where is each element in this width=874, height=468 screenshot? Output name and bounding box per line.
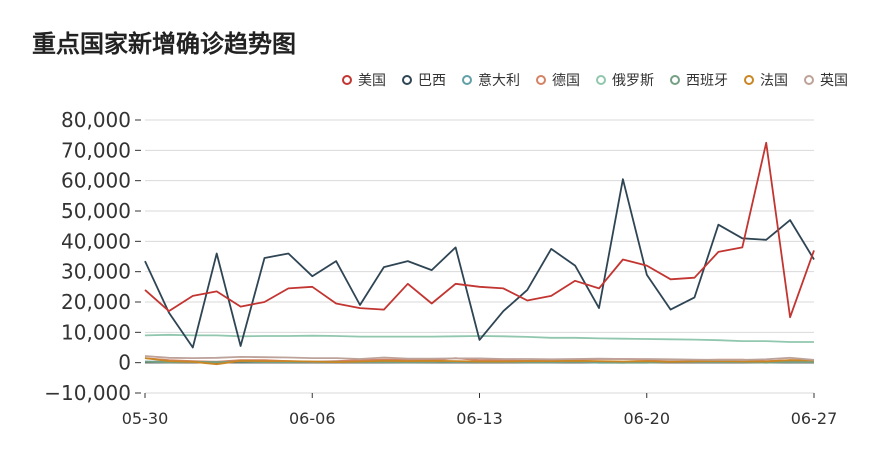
legend-item[interactable]: 德国	[536, 70, 580, 90]
x-tick-label: 06-06	[289, 409, 336, 428]
y-tick-label: 50,000	[61, 199, 131, 223]
legend-marker-icon	[342, 75, 352, 85]
legend-marker-icon	[744, 75, 754, 85]
legend-marker-icon	[596, 75, 606, 85]
series-line-7	[144, 355, 815, 361]
y-tick-label: −10,000	[44, 381, 131, 405]
y-tick-label: 60,000	[61, 169, 131, 193]
chart-title: 重点国家新增确诊趋势图	[32, 30, 296, 58]
legend-item[interactable]: 俄罗斯	[596, 70, 654, 90]
y-tick-label: 10,000	[61, 320, 131, 344]
legend-marker-icon	[804, 75, 814, 85]
legend-label: 法国	[760, 73, 788, 89]
series-line-6	[144, 357, 815, 366]
series-line-0	[144, 141, 815, 319]
series-line-1	[144, 178, 815, 349]
legend-marker-icon	[536, 75, 546, 85]
y-tick-label: 20,000	[61, 290, 131, 314]
x-tick-label: 06-20	[624, 409, 671, 428]
y-tick-label: 40,000	[61, 229, 131, 253]
legend-label: 西班牙	[686, 73, 728, 89]
y-tick-label: 30,000	[61, 260, 131, 284]
legend-marker-icon	[670, 75, 680, 85]
legend-marker-icon	[462, 75, 472, 85]
legend-marker-icon	[402, 75, 412, 85]
legend-item[interactable]: 西班牙	[670, 70, 728, 90]
legend-item[interactable]: 英国	[804, 70, 848, 90]
series-line-4	[144, 333, 814, 343]
legend-item[interactable]: 美国	[342, 70, 386, 90]
legend-item[interactable]: 法国	[744, 70, 788, 90]
y-tick-label: 70,000	[61, 138, 131, 162]
legend: 美国 巴西 意大利 德国 俄罗斯 西班牙 法国 英国	[342, 70, 848, 90]
legend-label: 巴西	[418, 73, 446, 89]
x-tick-label: 06-13	[456, 409, 503, 428]
legend-label: 美国	[358, 73, 386, 89]
legend-label: 英国	[820, 73, 848, 89]
legend-label: 德国	[552, 73, 580, 89]
y-tick-label: 80,000	[61, 108, 131, 132]
legend-item[interactable]: 意大利	[462, 70, 520, 90]
legend-label: 意大利	[478, 73, 520, 89]
legend-item[interactable]: 巴西	[402, 70, 446, 90]
y-tick-label: 0	[118, 351, 131, 375]
x-tick-label: 05-30	[122, 409, 169, 428]
x-tick-label: 06-27	[791, 409, 838, 428]
legend-label: 俄罗斯	[612, 73, 654, 89]
